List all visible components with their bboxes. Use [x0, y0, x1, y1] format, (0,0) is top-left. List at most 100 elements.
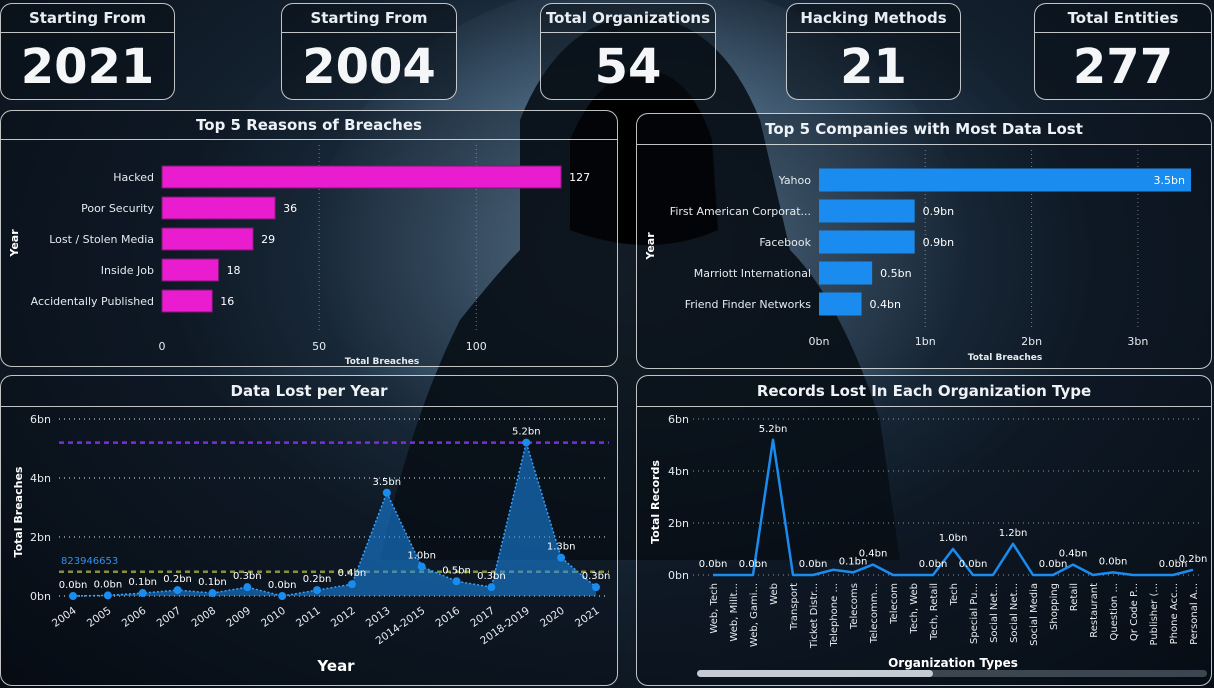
x-tick-label: Social Net... [1009, 583, 1020, 643]
data-label: 1.0bn [939, 533, 968, 544]
data-point [557, 553, 566, 562]
x-tick-label: 2004 [50, 604, 79, 629]
data-label: 0.9bn [923, 205, 954, 218]
records-by-org-type-line-chart: 0bn 2bn 4bn 6bn 0.0bn Web, Tech Web, Milit... 0… [649, 413, 1208, 677]
x-tick-label: Social Media [1029, 583, 1040, 646]
x-tick-label: Tech [949, 583, 960, 606]
panel-title: Records Lost In Each Organization Type [637, 376, 1211, 407]
kpi-value: 2004 [302, 39, 436, 95]
data-label: 0.5bn [880, 267, 911, 280]
x-tick-label: Web [769, 583, 780, 605]
data-point [347, 580, 356, 589]
kpi-card-total-entities: Total Entities 277 [1034, 3, 1212, 100]
data-point [138, 589, 147, 598]
x-tick-label: 50 [312, 340, 326, 353]
data-label: 0.4bn [859, 549, 888, 560]
data-label: 0.0bn [268, 580, 297, 591]
data-lost-per-year-panel: Data Lost per Year 0bn 2bn 4bn 6bn 823946653… [0, 375, 618, 686]
kpi-value: 277 [1072, 39, 1174, 95]
data-label: 0.3bn [477, 571, 506, 582]
data-label: 0.0bn [699, 559, 728, 570]
data-label: 0.1bn [128, 577, 157, 588]
kpi-title: Starting From [282, 4, 456, 33]
data-label: 0.4bn [338, 568, 367, 579]
y-tick-label: 6bn [668, 413, 689, 426]
bar [819, 199, 915, 223]
x-tick-label: Shopping [1049, 583, 1060, 630]
data-label: 0.2bn [1179, 554, 1208, 565]
x-tick-label: 0bn [809, 335, 830, 348]
category-label: Marriott International [694, 267, 811, 280]
data-label: 1.3bn [547, 542, 576, 553]
x-tick-label: Social Net... [989, 583, 1000, 643]
x-tick-label: 2011 [294, 605, 323, 630]
bar [161, 165, 562, 189]
category-label: First American Corporat... [670, 205, 811, 218]
x-tick-label: 2008 [189, 605, 218, 630]
data-label: 0.1bn [839, 556, 868, 567]
kpi-value: 2021 [20, 39, 155, 95]
x-tick-label: 2bn [1021, 335, 1042, 348]
data-label: 1.2bn [999, 528, 1028, 539]
records-by-org-type-panel: Records Lost In Each Organization Type 0… [636, 375, 1212, 686]
x-tick-label: Phone Acc... [1169, 583, 1180, 644]
kpi-card-total-organizations: Total Organizations 54 [540, 3, 716, 100]
y-tick-label: 6bn [30, 413, 51, 426]
data-point [522, 438, 531, 447]
series-line [72, 439, 597, 597]
x-tick-label: 0 [159, 340, 166, 353]
data-label: 0.0bn [919, 559, 948, 570]
category-label: Friend Finder Networks [685, 298, 812, 311]
top-reasons-panel: Top 5 Reasons of Breaches 0 50 100 Total Br… [0, 110, 618, 367]
data-label: 36 [283, 202, 297, 215]
data-label: 0.0bn [94, 579, 123, 590]
x-axis-label: Year [316, 657, 355, 675]
x-tick-label: Publisher (... [1149, 583, 1160, 646]
bar [819, 168, 1191, 192]
top-companies-panel: Top 5 Companies with Most Data Lost 0bn 1… [636, 113, 1212, 369]
data-lost-per-year-area-chart: 0bn 2bn 4bn 6bn 823946653 0.0bn 2004 0.0bn 2005 0… [12, 413, 611, 675]
bar [819, 261, 873, 285]
category-label: Accidentally Published [31, 295, 154, 308]
y-axis-label: Total Breaches [12, 466, 25, 557]
y-tick-label: 4bn [30, 472, 51, 485]
data-label: 0.0bn [739, 559, 768, 570]
x-tick-label: Qr Code P... [1129, 583, 1140, 641]
x-tick-label: Ticket Distr... [809, 583, 820, 649]
data-label: 16 [220, 295, 234, 308]
category-label: Poor Security [81, 202, 154, 215]
kpi-title: Starting From [1, 4, 174, 33]
data-point [417, 562, 426, 571]
x-tick-label: 3bn [1127, 335, 1148, 348]
x-tick-label: Tech, Retail [929, 583, 940, 641]
x-tick-label: 1bn [915, 335, 936, 348]
x-tick-label: Web, Tech [709, 583, 720, 634]
scrollbar-thumb[interactable] [697, 670, 933, 677]
x-tick-label: Special Pu... [969, 583, 980, 644]
x-tick-label: Web, Gami... [749, 583, 760, 647]
x-axis-label: Total Breaches [968, 353, 1042, 363]
data-point [382, 488, 391, 497]
x-tick-label: 2012 [329, 605, 358, 630]
data-label: 0.3bn [233, 571, 262, 582]
x-tick-label: Web, Milit... [729, 583, 740, 642]
data-label: 0.0bn [1099, 556, 1128, 567]
category-label: Lost / Stolen Media [49, 233, 154, 246]
bar [161, 289, 213, 313]
x-tick-label: Retail [1069, 583, 1080, 611]
x-tick-label: 2016 [433, 604, 462, 629]
data-label: 0.0bn [1159, 559, 1188, 570]
data-point [243, 583, 252, 592]
kpi-title: Total Organizations [541, 4, 715, 33]
x-tick-label: 2017 [468, 605, 497, 630]
bar [819, 292, 862, 316]
x-tick-label: 2007 [155, 605, 184, 630]
x-tick-label: Tech, Web [909, 583, 920, 635]
data-label: 18 [227, 264, 241, 277]
data-point [278, 592, 287, 600]
data-label: 0.3bn [582, 571, 611, 582]
average-line-label: 823946653 [61, 556, 118, 567]
data-label: 1.0bn [407, 551, 436, 562]
x-tick-label: Personal A... [1189, 583, 1200, 645]
kpi-value: 21 [840, 39, 907, 95]
